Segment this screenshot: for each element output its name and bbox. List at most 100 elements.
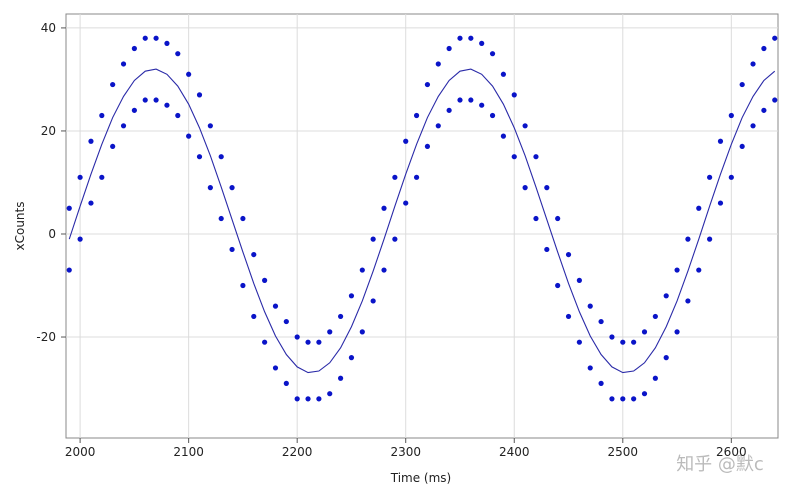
data-point [620, 339, 626, 345]
data-point [327, 329, 333, 335]
data-point [229, 185, 235, 191]
data-point [348, 355, 355, 361]
data-point [674, 329, 680, 335]
data-point [66, 267, 72, 273]
data-point [717, 200, 724, 206]
watermark: 知乎 @默c [676, 454, 764, 475]
data-point [707, 174, 713, 180]
data-point [218, 154, 224, 160]
data-point [381, 205, 387, 211]
x-tick-label: 2000 [65, 445, 96, 459]
data-point [207, 185, 213, 191]
x-axis-label: Time (ms) [390, 471, 452, 485]
data-point [294, 396, 300, 402]
data-point [587, 303, 593, 309]
data-point [392, 236, 398, 242]
data-point [142, 97, 148, 103]
y-tick-label: 0 [48, 227, 56, 241]
data-point [663, 293, 669, 299]
data-point [457, 35, 463, 41]
data-point [609, 334, 615, 340]
x-tick-label: 2100 [173, 445, 204, 459]
data-point [533, 215, 539, 222]
data-point [598, 318, 604, 325]
data-point [522, 123, 528, 129]
data-point [511, 154, 517, 160]
data-point [446, 45, 452, 52]
data-point [685, 236, 691, 242]
data-point [663, 355, 669, 361]
data-point [186, 133, 192, 139]
data-point [359, 329, 365, 335]
data-point [316, 396, 322, 402]
data-point [175, 51, 181, 57]
data-point [164, 40, 170, 46]
data-point [381, 267, 387, 273]
data-point [66, 205, 72, 211]
data-point [555, 282, 561, 289]
data-point [207, 123, 213, 129]
data-point [479, 40, 485, 46]
data-point [229, 246, 235, 253]
data-point [272, 365, 279, 371]
data-point [631, 339, 637, 345]
data-point [88, 138, 94, 144]
data-point [674, 267, 680, 273]
data-point [739, 81, 745, 88]
data-point [631, 396, 637, 402]
data-point [457, 97, 463, 103]
y-tick-label: 20 [41, 124, 56, 138]
data-point [131, 107, 137, 113]
data-point [717, 138, 724, 144]
data-point [337, 313, 344, 320]
data-point [772, 35, 778, 41]
data-point [424, 143, 431, 150]
data-point [565, 313, 572, 320]
data-point [555, 215, 561, 222]
data-point [403, 200, 409, 206]
data-point [696, 267, 702, 273]
data-point [316, 339, 322, 345]
data-point [641, 391, 648, 397]
data-point [565, 251, 572, 258]
data-point [544, 246, 550, 253]
data-point [772, 97, 778, 103]
data-point [435, 61, 441, 67]
x-tick-label: 2500 [608, 445, 639, 459]
data-point [251, 251, 257, 258]
data-point [262, 339, 268, 345]
data-point [305, 396, 311, 402]
data-point [576, 339, 582, 345]
data-point [153, 97, 159, 103]
data-point [641, 329, 648, 335]
data-point [750, 61, 756, 67]
data-point [283, 318, 289, 325]
x-tick-label: 2300 [390, 445, 421, 459]
data-line [68, 68, 776, 374]
data-point [479, 102, 485, 108]
data-point [696, 205, 702, 211]
data-point [240, 282, 246, 289]
x-tick-label: 2600 [716, 445, 747, 459]
data-point [489, 51, 496, 57]
data-point [652, 375, 658, 381]
data-point [413, 174, 420, 180]
plot-area [65, 13, 779, 439]
data-point [413, 112, 420, 119]
data-point [728, 112, 734, 119]
x-tick-label: 2200 [282, 445, 313, 459]
data-point [511, 92, 517, 98]
data-point [294, 334, 300, 340]
data-point [544, 185, 550, 191]
data-point [175, 112, 181, 119]
data-point [435, 123, 441, 129]
data-point [164, 102, 170, 108]
data-point [186, 71, 192, 77]
data-point [424, 81, 431, 88]
data-point [750, 123, 756, 129]
data-point [196, 92, 203, 98]
data-point [142, 35, 148, 41]
data-point [609, 396, 615, 402]
y-tick-label: 40 [41, 21, 56, 35]
data-point [99, 112, 105, 119]
